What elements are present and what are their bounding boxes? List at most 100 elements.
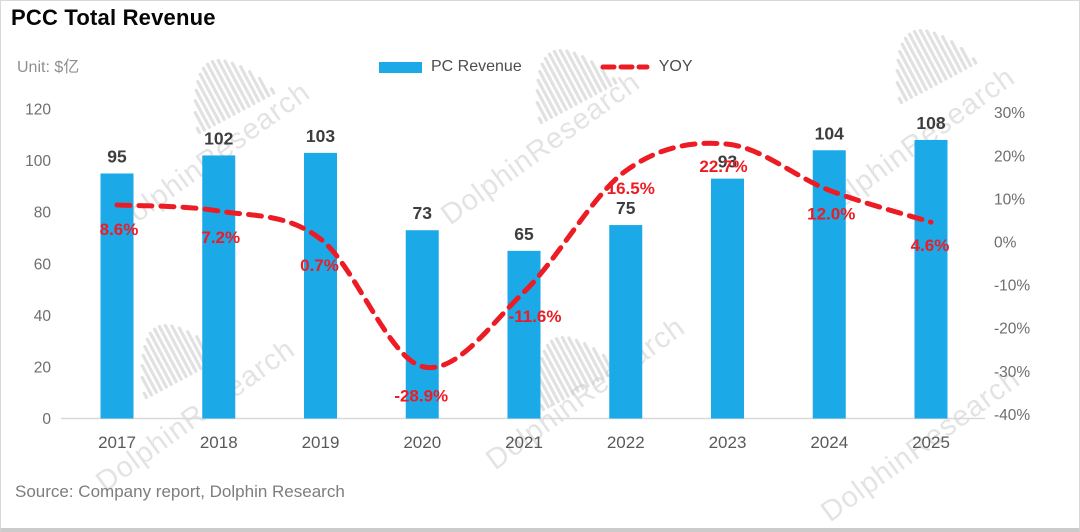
barcode-bar <box>574 338 600 383</box>
right-axis-tick: 10% <box>994 191 1025 208</box>
barcode-bar <box>554 336 585 391</box>
left-axis-tick: 0 <box>42 411 51 428</box>
barcode-bar <box>210 59 241 114</box>
barcode-bar <box>918 28 948 81</box>
barcode-bar <box>185 330 208 368</box>
x-tick-label: 2017 <box>98 433 136 452</box>
barcode-bar <box>540 356 565 401</box>
legend-label-yoy: YOY <box>658 58 693 75</box>
barcode-bar <box>141 353 163 392</box>
legend-item-pc-revenue: PC Revenue <box>379 58 522 76</box>
bar-value-label: 93 <box>718 152 738 172</box>
yoy-point-label: 22.7% <box>699 157 747 176</box>
x-tick-label: 2025 <box>912 433 950 452</box>
barcode-bar <box>580 55 603 93</box>
barcode-bar <box>545 343 575 396</box>
left-axis-tick: 100 <box>25 153 51 170</box>
barcode-bar <box>170 324 198 373</box>
revenue-bar <box>711 178 744 419</box>
right-axis-tick: -40% <box>994 407 1030 424</box>
barcode-bar <box>572 51 598 96</box>
barcode-bar <box>537 387 551 409</box>
chart-title: PCC Total Revenue <box>11 5 216 30</box>
x-tick-label: 2018 <box>200 433 238 452</box>
bar-swatch-icon <box>379 61 422 73</box>
bar-value-label: 75 <box>616 198 636 218</box>
barcode-bar <box>140 375 154 397</box>
revenue-bar <box>202 155 236 419</box>
barcode-bar <box>900 42 928 92</box>
x-tick-label: 2022 <box>607 433 645 452</box>
bar-value-label: 108 <box>916 113 945 133</box>
barcode-bar <box>558 48 588 101</box>
barcode-bar <box>142 391 149 400</box>
barcode-bar <box>193 99 212 129</box>
legend: PC Revenue YOY <box>379 58 693 76</box>
right-axis-tick: 30% <box>994 105 1025 122</box>
barcode-bar <box>896 58 918 97</box>
barcode-bar <box>539 403 546 412</box>
yoy-line <box>114 140 934 371</box>
watermark-text: DolphinResearch <box>435 66 646 231</box>
barcode-bar <box>145 337 173 387</box>
bar-value-label: 104 <box>815 123 844 143</box>
x-tick-label: 2019 <box>302 433 340 452</box>
barcode-bar <box>537 376 556 406</box>
barcode-bar <box>582 342 605 380</box>
revenue-bar <box>304 152 337 419</box>
barcode-bar <box>157 324 188 379</box>
right-axis-tick: -20% <box>994 321 1030 338</box>
yoy-point-label: 16.5% <box>607 179 655 198</box>
yoy-point-label: 4.6% <box>911 236 950 255</box>
barcode-bar <box>177 326 203 371</box>
left-axis-tick: 60 <box>34 256 52 273</box>
barcode-bar <box>198 72 226 122</box>
unit-label: Unit: $亿 <box>17 59 80 76</box>
barcode-bar <box>152 327 183 381</box>
barcode-bar <box>971 57 978 65</box>
legend-item-yoy: YOY <box>600 58 693 76</box>
yoy-point-label: 8.6% <box>100 220 139 239</box>
bar-value-label: 95 <box>107 146 127 166</box>
barcode-bar <box>898 49 923 94</box>
left-axis-tick: 40 <box>34 308 52 325</box>
barcode-bar <box>194 88 216 127</box>
revenue-bar <box>914 139 948 419</box>
bar-value-label: 102 <box>204 128 233 148</box>
barcode-watermark-icon <box>140 323 223 400</box>
barcode-watermark-icon <box>535 48 618 125</box>
dash-swatch-icon <box>600 64 650 70</box>
barcode-bar <box>140 364 159 394</box>
right-axis-tick: 20% <box>994 148 1025 165</box>
barcode-bar <box>230 61 256 106</box>
right-axis-tick: -10% <box>994 278 1030 295</box>
barcode-bar <box>589 60 608 90</box>
x-tick-label: 2021 <box>505 433 543 452</box>
barcode-bar <box>535 89 554 119</box>
barcode-watermark-icon <box>193 58 276 135</box>
barcode-bar <box>543 56 573 109</box>
barcode-bar <box>238 65 261 103</box>
x-tick-label: 2020 <box>403 433 441 452</box>
barcode-bar <box>565 49 593 98</box>
source-note: Source: Company report, Dolphin Research <box>15 482 345 501</box>
barcode-bar <box>269 87 276 95</box>
barcode-bar <box>538 69 563 114</box>
barcode-bar <box>547 52 578 106</box>
barcode-bar <box>959 46 973 68</box>
legend-label-pc-revenue: PC Revenue <box>431 58 522 75</box>
barcode-bar <box>163 323 193 376</box>
revenue-bar <box>405 230 439 419</box>
barcode-watermark-icon <box>537 335 620 412</box>
barcode-bar <box>247 70 266 100</box>
barcode-bar <box>537 116 544 125</box>
barcode-bar <box>148 331 178 384</box>
revenue-bar <box>507 250 541 419</box>
barcode-bar <box>912 29 943 84</box>
bar-value-label: 103 <box>306 126 335 146</box>
yoy-point-label: -11.6% <box>509 307 562 326</box>
x-tick-label: 2024 <box>810 433 848 452</box>
bar-value-label: 65 <box>514 224 534 244</box>
